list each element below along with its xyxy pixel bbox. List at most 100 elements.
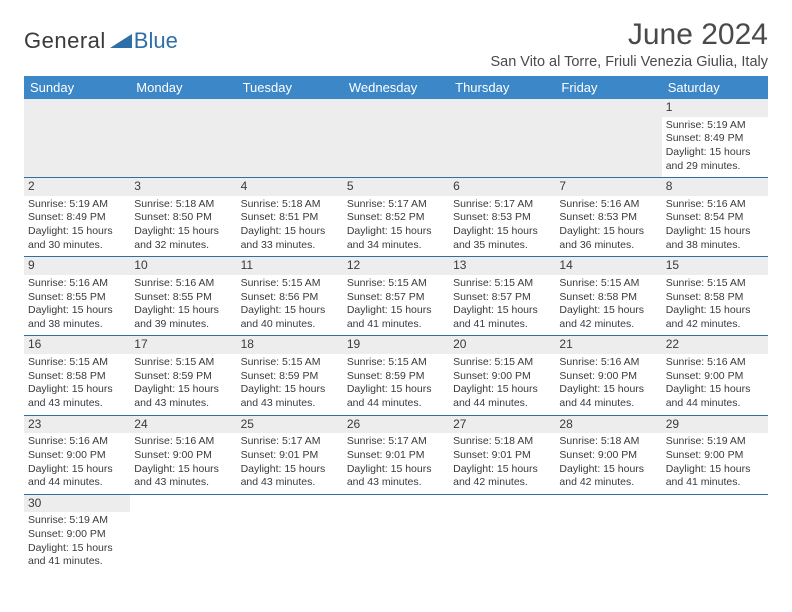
day-number: 30 bbox=[24, 495, 130, 513]
day-dl1: Daylight: 15 hours bbox=[241, 225, 339, 239]
day-number: 22 bbox=[662, 336, 768, 354]
day-sr: Sunrise: 5:19 AM bbox=[666, 435, 764, 449]
calendar-day-cell: 26Sunrise: 5:17 AMSunset: 9:01 PMDayligh… bbox=[343, 415, 449, 494]
logo-text-general: General bbox=[24, 28, 106, 54]
day-dl2: and 41 minutes. bbox=[28, 555, 126, 569]
day-dl2: and 43 minutes. bbox=[347, 476, 445, 490]
day-number: 7 bbox=[555, 178, 661, 196]
day-number: 20 bbox=[449, 336, 555, 354]
calendar-day-cell: 3Sunrise: 5:18 AMSunset: 8:50 PMDaylight… bbox=[130, 178, 236, 257]
day-number: 23 bbox=[24, 416, 130, 434]
day-dl2: and 33 minutes. bbox=[241, 239, 339, 253]
day-dl1: Daylight: 15 hours bbox=[453, 304, 551, 318]
day-info: Sunrise: 5:19 AMSunset: 9:00 PMDaylight:… bbox=[666, 435, 764, 490]
calendar-day-cell: 5Sunrise: 5:17 AMSunset: 8:52 PMDaylight… bbox=[343, 178, 449, 257]
day-dl1: Daylight: 15 hours bbox=[347, 383, 445, 397]
calendar-empty-cell bbox=[555, 99, 661, 178]
day-info: Sunrise: 5:18 AMSunset: 9:01 PMDaylight:… bbox=[453, 435, 551, 490]
day-dl1: Daylight: 15 hours bbox=[28, 463, 126, 477]
day-info: Sunrise: 5:19 AMSunset: 9:00 PMDaylight:… bbox=[28, 514, 126, 569]
day-dl1: Daylight: 15 hours bbox=[241, 463, 339, 477]
day-number: 27 bbox=[449, 416, 555, 434]
day-ss: Sunset: 9:01 PM bbox=[453, 449, 551, 463]
calendar-header-row: SundayMondayTuesdayWednesdayThursdayFrid… bbox=[24, 76, 768, 99]
day-dl2: and 39 minutes. bbox=[134, 318, 232, 332]
calendar-day-cell: 6Sunrise: 5:17 AMSunset: 8:53 PMDaylight… bbox=[449, 178, 555, 257]
calendar-day-cell: 12Sunrise: 5:15 AMSunset: 8:57 PMDayligh… bbox=[343, 257, 449, 336]
day-header: Tuesday bbox=[237, 76, 343, 99]
day-ss: Sunset: 9:01 PM bbox=[347, 449, 445, 463]
day-info: Sunrise: 5:18 AMSunset: 9:00 PMDaylight:… bbox=[559, 435, 657, 490]
day-dl1: Daylight: 15 hours bbox=[28, 304, 126, 318]
day-info: Sunrise: 5:16 AMSunset: 8:55 PMDaylight:… bbox=[134, 277, 232, 332]
calendar-day-cell: 25Sunrise: 5:17 AMSunset: 9:01 PMDayligh… bbox=[237, 415, 343, 494]
day-ss: Sunset: 8:59 PM bbox=[347, 370, 445, 384]
day-dl2: and 43 minutes. bbox=[241, 397, 339, 411]
day-ss: Sunset: 8:49 PM bbox=[28, 211, 126, 225]
day-number: 19 bbox=[343, 336, 449, 354]
day-dl2: and 44 minutes. bbox=[28, 476, 126, 490]
day-number: 29 bbox=[662, 416, 768, 434]
day-ss: Sunset: 9:00 PM bbox=[666, 449, 764, 463]
day-sr: Sunrise: 5:17 AM bbox=[241, 435, 339, 449]
day-header: Sunday bbox=[24, 76, 130, 99]
calendar-day-cell: 4Sunrise: 5:18 AMSunset: 8:51 PMDaylight… bbox=[237, 178, 343, 257]
calendar-table: SundayMondayTuesdayWednesdayThursdayFrid… bbox=[24, 76, 768, 573]
calendar-day-cell: 1Sunrise: 5:19 AMSunset: 8:49 PMDaylight… bbox=[662, 99, 768, 178]
day-dl1: Daylight: 15 hours bbox=[134, 225, 232, 239]
day-ss: Sunset: 8:51 PM bbox=[241, 211, 339, 225]
day-dl2: and 38 minutes. bbox=[666, 239, 764, 253]
day-dl2: and 41 minutes. bbox=[453, 318, 551, 332]
day-number: 6 bbox=[449, 178, 555, 196]
calendar-day-cell: 27Sunrise: 5:18 AMSunset: 9:01 PMDayligh… bbox=[449, 415, 555, 494]
header: General Blue June 2024 San Vito al Torre… bbox=[24, 18, 768, 70]
day-ss: Sunset: 9:00 PM bbox=[28, 528, 126, 542]
day-ss: Sunset: 8:58 PM bbox=[666, 291, 764, 305]
day-number: 15 bbox=[662, 257, 768, 275]
calendar-empty-cell bbox=[24, 99, 130, 178]
day-dl1: Daylight: 15 hours bbox=[559, 463, 657, 477]
day-info: Sunrise: 5:18 AMSunset: 8:50 PMDaylight:… bbox=[134, 198, 232, 253]
day-info: Sunrise: 5:17 AMSunset: 9:01 PMDaylight:… bbox=[241, 435, 339, 490]
calendar-day-cell: 20Sunrise: 5:15 AMSunset: 9:00 PMDayligh… bbox=[449, 336, 555, 415]
day-dl2: and 43 minutes. bbox=[134, 397, 232, 411]
day-number: 10 bbox=[130, 257, 236, 275]
day-header: Wednesday bbox=[343, 76, 449, 99]
day-info: Sunrise: 5:15 AMSunset: 8:56 PMDaylight:… bbox=[241, 277, 339, 332]
calendar-week: 30Sunrise: 5:19 AMSunset: 9:00 PMDayligh… bbox=[24, 494, 768, 573]
day-dl1: Daylight: 15 hours bbox=[241, 304, 339, 318]
day-sr: Sunrise: 5:19 AM bbox=[28, 198, 126, 212]
day-header: Friday bbox=[555, 76, 661, 99]
day-dl1: Daylight: 15 hours bbox=[28, 225, 126, 239]
day-dl2: and 36 minutes. bbox=[559, 239, 657, 253]
day-info: Sunrise: 5:16 AMSunset: 9:00 PMDaylight:… bbox=[559, 356, 657, 411]
day-info: Sunrise: 5:19 AMSunset: 8:49 PMDaylight:… bbox=[28, 198, 126, 253]
day-sr: Sunrise: 5:15 AM bbox=[241, 356, 339, 370]
calendar-day-cell: 28Sunrise: 5:18 AMSunset: 9:00 PMDayligh… bbox=[555, 415, 661, 494]
calendar-day-cell: 7Sunrise: 5:16 AMSunset: 8:53 PMDaylight… bbox=[555, 178, 661, 257]
location-subtitle: San Vito al Torre, Friuli Venezia Giulia… bbox=[490, 54, 768, 70]
day-ss: Sunset: 8:58 PM bbox=[559, 291, 657, 305]
day-dl1: Daylight: 15 hours bbox=[453, 463, 551, 477]
day-dl1: Daylight: 15 hours bbox=[134, 463, 232, 477]
calendar-week: 1Sunrise: 5:19 AMSunset: 8:49 PMDaylight… bbox=[24, 99, 768, 178]
day-sr: Sunrise: 5:15 AM bbox=[347, 356, 445, 370]
day-info: Sunrise: 5:15 AMSunset: 8:57 PMDaylight:… bbox=[453, 277, 551, 332]
day-ss: Sunset: 8:59 PM bbox=[241, 370, 339, 384]
day-sr: Sunrise: 5:19 AM bbox=[666, 119, 764, 133]
day-number: 9 bbox=[24, 257, 130, 275]
day-ss: Sunset: 8:58 PM bbox=[28, 370, 126, 384]
day-sr: Sunrise: 5:16 AM bbox=[666, 198, 764, 212]
day-info: Sunrise: 5:16 AMSunset: 8:55 PMDaylight:… bbox=[28, 277, 126, 332]
day-dl1: Daylight: 15 hours bbox=[347, 304, 445, 318]
calendar-empty-cell bbox=[237, 494, 343, 573]
day-number: 13 bbox=[449, 257, 555, 275]
calendar-week: 23Sunrise: 5:16 AMSunset: 9:00 PMDayligh… bbox=[24, 415, 768, 494]
day-info: Sunrise: 5:17 AMSunset: 9:01 PMDaylight:… bbox=[347, 435, 445, 490]
calendar-empty-cell bbox=[130, 494, 236, 573]
day-number: 14 bbox=[555, 257, 661, 275]
day-number: 16 bbox=[24, 336, 130, 354]
calendar-day-cell: 8Sunrise: 5:16 AMSunset: 8:54 PMDaylight… bbox=[662, 178, 768, 257]
day-dl1: Daylight: 15 hours bbox=[453, 383, 551, 397]
day-sr: Sunrise: 5:15 AM bbox=[453, 356, 551, 370]
